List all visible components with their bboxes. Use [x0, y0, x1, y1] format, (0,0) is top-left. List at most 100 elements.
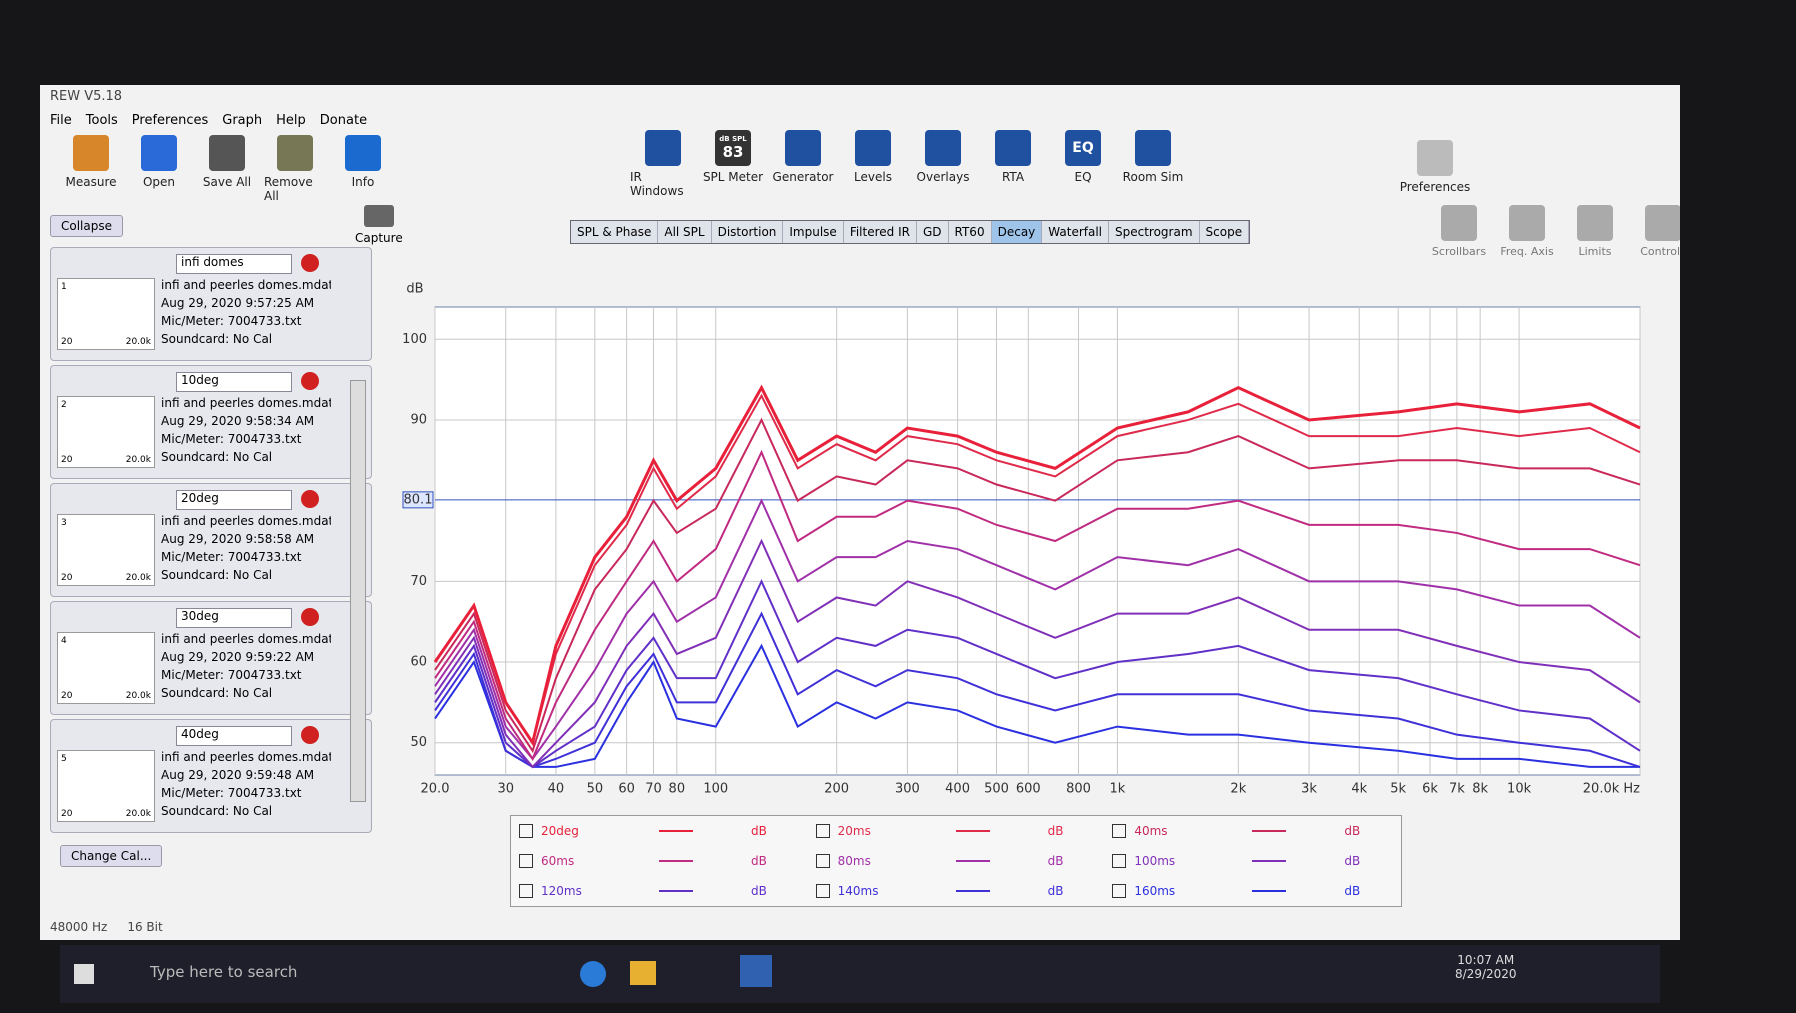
name-field[interactable]: 20deg	[176, 490, 292, 510]
icon	[1135, 130, 1171, 166]
toolbar-button[interactable]: Open	[128, 135, 190, 203]
checkbox[interactable]	[519, 854, 533, 868]
toolbar-button[interactable]: Room Sim	[1120, 130, 1186, 198]
name-field[interactable]: 30deg	[176, 608, 292, 628]
menu-item[interactable]: Tools	[85, 113, 118, 128]
legend-item[interactable]: 80ms dB	[808, 846, 1105, 876]
legend-item[interactable]: 100ms dB	[1104, 846, 1401, 876]
icon	[277, 135, 313, 171]
icon	[855, 130, 891, 166]
graph-tab[interactable]: Waterfall	[1042, 221, 1109, 243]
toolbar-button[interactable]: dB SPL 83 SPL Meter	[700, 130, 766, 198]
remove-button[interactable]	[301, 490, 319, 508]
edge-icon[interactable]	[580, 961, 606, 987]
x-tick-label: 50	[587, 782, 604, 797]
measurement[interactable]: 5 20 20.0k 40deg infi and peerles domes.mdat…	[50, 719, 372, 833]
index: 3	[61, 518, 67, 528]
remove-button[interactable]	[301, 372, 319, 390]
checkbox[interactable]	[1112, 824, 1127, 838]
series-line	[434, 643, 1640, 768]
graph-tab[interactable]: Impulse	[783, 221, 844, 243]
legend-unit: dB	[1344, 884, 1361, 898]
info-date: Aug 29, 2020 9:59:22 AM	[161, 650, 315, 664]
toolbar-button[interactable]: EQ EQ	[1050, 130, 1116, 198]
info-description: infi and peerles domes.mdat	[161, 750, 331, 764]
toolbar-center: IR Windows dB SPL 83 SPL Meter Generator Leve…	[630, 130, 1186, 198]
label: EQ	[1074, 170, 1092, 184]
toolbar-button[interactable]: Remove All	[264, 135, 326, 203]
scrollbar[interactable]	[350, 380, 366, 802]
label: Room Sim	[1122, 170, 1184, 184]
spl-unit: dB SPL	[719, 135, 747, 143]
legend-swatch	[955, 860, 990, 862]
x-tick-label: 20.0	[421, 782, 450, 797]
legend-item[interactable]: 40ms dB	[1104, 816, 1401, 846]
menu-item[interactable]: Preferences	[131, 113, 209, 128]
series-line	[434, 578, 1641, 769]
menu-item[interactable]: File	[50, 113, 72, 128]
toolbar-button[interactable]: Measure	[60, 135, 122, 203]
toolbar-button[interactable]: Levels	[840, 130, 906, 198]
change-cal-button[interactable]: Change Cal...	[60, 845, 163, 867]
checkbox[interactable]	[815, 854, 830, 868]
menu-item[interactable]: Donate	[319, 113, 368, 128]
toolbar-button[interactable]: Save All	[196, 135, 258, 203]
checkbox[interactable]	[519, 884, 533, 898]
graph-tab[interactable]: SPL & Phase	[571, 221, 659, 243]
plot-area	[434, 306, 1641, 776]
toolbar-button[interactable]: RTA	[980, 130, 1046, 198]
info-description: infi and peerles domes.mdat	[161, 396, 331, 410]
measurement-panel: Collapse 1 20 20.0k infi domes infi and peer…	[50, 215, 380, 915]
graph-controls: Scrollbars Freq. Axis Limits Controls	[1430, 205, 1680, 258]
info-soundcard: Soundcard: No Cal	[161, 450, 273, 464]
toolbar-button[interactable]: Info	[332, 135, 394, 203]
graph-control[interactable]: Scrollbars	[1430, 205, 1488, 258]
measurement[interactable]: 3 20 20.0k 20deg infi and peerles domes.mdat…	[50, 483, 372, 597]
name-field[interactable]: 10deg	[176, 372, 292, 392]
name-field[interactable]: infi domes	[176, 254, 292, 274]
remove-button[interactable]	[301, 254, 319, 272]
graph-control[interactable]: Controls	[1634, 205, 1680, 258]
checkbox[interactable]	[1112, 854, 1127, 868]
start-button[interactable]	[74, 964, 94, 984]
graph-tab[interactable]: RT60	[949, 221, 992, 243]
graph-tab[interactable]: Filtered IR	[844, 221, 917, 243]
name-field[interactable]: 40deg	[176, 726, 292, 746]
graph-tab[interactable]: GD	[917, 221, 949, 243]
measurement[interactable]: 4 20 20.0k 30deg infi and peerles domes.mdat…	[50, 601, 372, 715]
menu-item[interactable]: Help	[276, 113, 306, 128]
graph-tab[interactable]: Distortion	[712, 221, 784, 243]
menu-item[interactable]: Graph	[222, 113, 263, 128]
measurement[interactable]: 1 20 20.0k infi domes infi and peerles domes…	[50, 247, 372, 361]
rew-icon[interactable]	[740, 955, 772, 987]
search-box[interactable]: Type here to search	[150, 963, 298, 981]
toolbar-button[interactable]: IR Windows	[630, 130, 696, 198]
icon	[1645, 205, 1680, 241]
icon	[73, 135, 109, 171]
collapse-button[interactable]: Collapse	[50, 215, 123, 237]
checkbox[interactable]	[815, 884, 830, 898]
legend-item[interactable]: 20deg dB	[511, 816, 808, 846]
graph-tab[interactable]: Decay	[991, 221, 1043, 243]
legend-item[interactable]: 140ms dB	[808, 876, 1105, 906]
graph-control[interactable]: Limits	[1566, 205, 1624, 258]
legend-item[interactable]: 160ms dB	[1104, 876, 1401, 906]
preferences[interactable]: Preferences	[1390, 140, 1480, 194]
legend-item[interactable]: 120ms dB	[511, 876, 808, 906]
explorer-icon[interactable]	[630, 961, 656, 985]
checkbox[interactable]	[815, 824, 830, 838]
legend-item[interactable]: 20ms dB	[808, 816, 1105, 846]
graph-tab[interactable]: All SPL	[658, 221, 712, 243]
toolbar-button[interactable]: Generator	[770, 130, 836, 198]
checkbox[interactable]	[519, 824, 533, 838]
checkbox[interactable]	[1112, 884, 1127, 898]
measurement[interactable]: 2 20 20.0k 10deg infi and peerles domes.mdat…	[50, 365, 372, 479]
legend-item[interactable]: 60ms dB	[511, 846, 808, 876]
capture[interactable]: Capture	[355, 205, 403, 245]
graph-control[interactable]: Freq. Axis	[1498, 205, 1556, 258]
remove-button[interactable]	[301, 608, 319, 626]
graph-tab[interactable]: Scope	[1200, 221, 1250, 243]
toolbar-button[interactable]: Overlays	[910, 130, 976, 198]
graph-tab[interactable]: Spectrogram	[1109, 221, 1200, 243]
remove-button[interactable]	[301, 726, 319, 744]
